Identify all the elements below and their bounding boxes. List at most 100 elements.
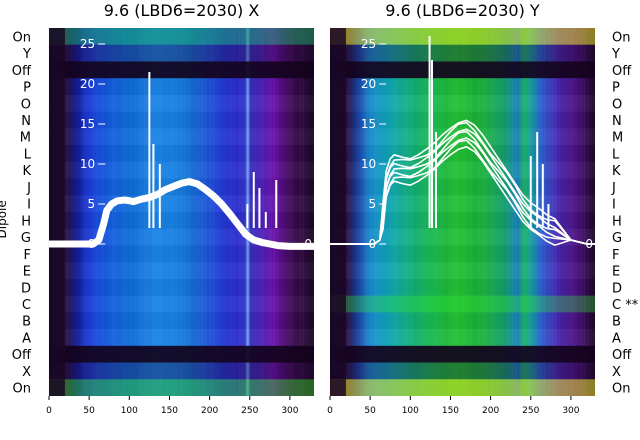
- y-tick-label: 10: [361, 157, 376, 171]
- heatmap-row: [330, 61, 595, 79]
- row-label: Off: [12, 348, 32, 363]
- row-label: I: [27, 198, 31, 213]
- heatmap-row-edge: [49, 379, 65, 396]
- row-label: G: [21, 231, 31, 246]
- heatmap-row: [330, 228, 595, 246]
- heatmap-row-edge: [330, 44, 346, 62]
- heatmap-row: [49, 61, 314, 79]
- row-label: On: [13, 30, 31, 45]
- heatmap-row-edge: [330, 161, 346, 179]
- heatmap-row-edge: [49, 111, 65, 129]
- heatmap-row-edge: [49, 78, 65, 95]
- heatmap-row-edge: [330, 178, 346, 196]
- row-label: X: [612, 365, 621, 380]
- heatmap-row-edge: [49, 329, 65, 346]
- heatmap-row-edge: [49, 295, 65, 313]
- heatmap-row: [330, 312, 595, 330]
- heatmap-row-edge: [330, 111, 346, 129]
- heatmap-row: [330, 161, 595, 179]
- row-label: L: [612, 147, 620, 162]
- heatmap-row-edge: [49, 212, 65, 229]
- heatmap-row-edge: [49, 278, 65, 296]
- heatmap-row-edge: [330, 94, 346, 112]
- heatmap-row-edge: [49, 195, 65, 212]
- heatmap-row-edge: [49, 245, 65, 263]
- row-label: Off: [612, 348, 632, 363]
- row-label: H: [21, 214, 31, 229]
- heatmap-row: [330, 262, 595, 279]
- row-label: L: [24, 147, 32, 162]
- heatmap-row-edge: [330, 145, 346, 162]
- heatmap-row: [49, 329, 314, 346]
- heatmap-row: [49, 245, 314, 263]
- x-tick-label: 100: [121, 406, 138, 416]
- y-tick-label: 25: [361, 37, 376, 51]
- row-label: E: [612, 265, 620, 280]
- heatmap-row-edge: [330, 128, 346, 146]
- heatmap-row-edge: [49, 362, 65, 380]
- series-line: [330, 139, 595, 245]
- row-label: A: [22, 331, 31, 346]
- heatmap-row: [330, 345, 595, 363]
- row-label: Y: [611, 47, 620, 62]
- heatmap-row: [49, 312, 314, 330]
- row-label: M: [20, 131, 31, 146]
- y-tick-label: 20: [361, 77, 376, 91]
- heatmap-row-edge: [330, 278, 346, 296]
- x-tick-label: 200: [482, 406, 499, 416]
- heatmap-row-edge: [49, 128, 65, 146]
- row-label: Off: [612, 64, 632, 79]
- row-label: M: [612, 131, 623, 146]
- heatmap-row-edge: [49, 28, 65, 45]
- row-label: N: [21, 114, 31, 129]
- heatmap-row-edge: [330, 312, 346, 330]
- row-label: D: [21, 281, 31, 296]
- heatmap-row-edge: [49, 145, 65, 162]
- y-tick-label: 25: [80, 37, 95, 51]
- heatmap-row: [330, 379, 595, 396]
- heatmap-row: [330, 245, 595, 263]
- row-label: C **: [612, 298, 639, 313]
- y-tick-label: 5: [88, 197, 96, 211]
- heatmap-row: [49, 161, 314, 179]
- heatmap-row: [330, 145, 595, 162]
- heatmap-background: [330, 28, 595, 396]
- x-tick-label: 0: [327, 406, 333, 416]
- heatmap-row: [49, 212, 314, 229]
- heatmap-row-edge: [330, 28, 346, 45]
- series-band: [49, 178, 314, 250]
- heatmap-row: [330, 329, 595, 346]
- heatmap-row: [49, 345, 314, 363]
- heatmap-row-edge: [330, 61, 346, 79]
- row-label: On: [13, 382, 31, 397]
- heatmap-row: [49, 262, 314, 279]
- row-label: K: [22, 164, 31, 179]
- row-label: C: [22, 298, 31, 313]
- series-line: [330, 119, 595, 245]
- x-tick-label: 0: [46, 406, 52, 416]
- x-tick-label: 50: [83, 406, 95, 416]
- row-label: P: [612, 81, 620, 96]
- heatmap-row-edge: [330, 195, 346, 212]
- heatmap-row-edge: [330, 262, 346, 279]
- heatmap-row-edge: [49, 161, 65, 179]
- heatmap-row: [49, 94, 314, 112]
- x-tick-label: 250: [241, 406, 258, 416]
- heatmap-row: [330, 94, 595, 112]
- row-label: F: [612, 248, 619, 263]
- series-line: [330, 130, 595, 245]
- x-tick-label: 150: [161, 406, 178, 416]
- row-label: H: [612, 214, 622, 229]
- heatmap-row: [49, 145, 314, 162]
- heatmap-row: [49, 295, 314, 313]
- heatmap-row-edge: [330, 379, 346, 396]
- heatmap-row-edge: [330, 362, 346, 380]
- heatmap-row: [330, 28, 595, 45]
- heatmap-row-edge: [49, 94, 65, 112]
- row-label: Y: [22, 47, 31, 62]
- heatmap-row-edge: [49, 312, 65, 330]
- row-label: E: [23, 265, 31, 280]
- heatmap-row: [49, 111, 314, 129]
- y-tick-label: 10: [80, 157, 95, 171]
